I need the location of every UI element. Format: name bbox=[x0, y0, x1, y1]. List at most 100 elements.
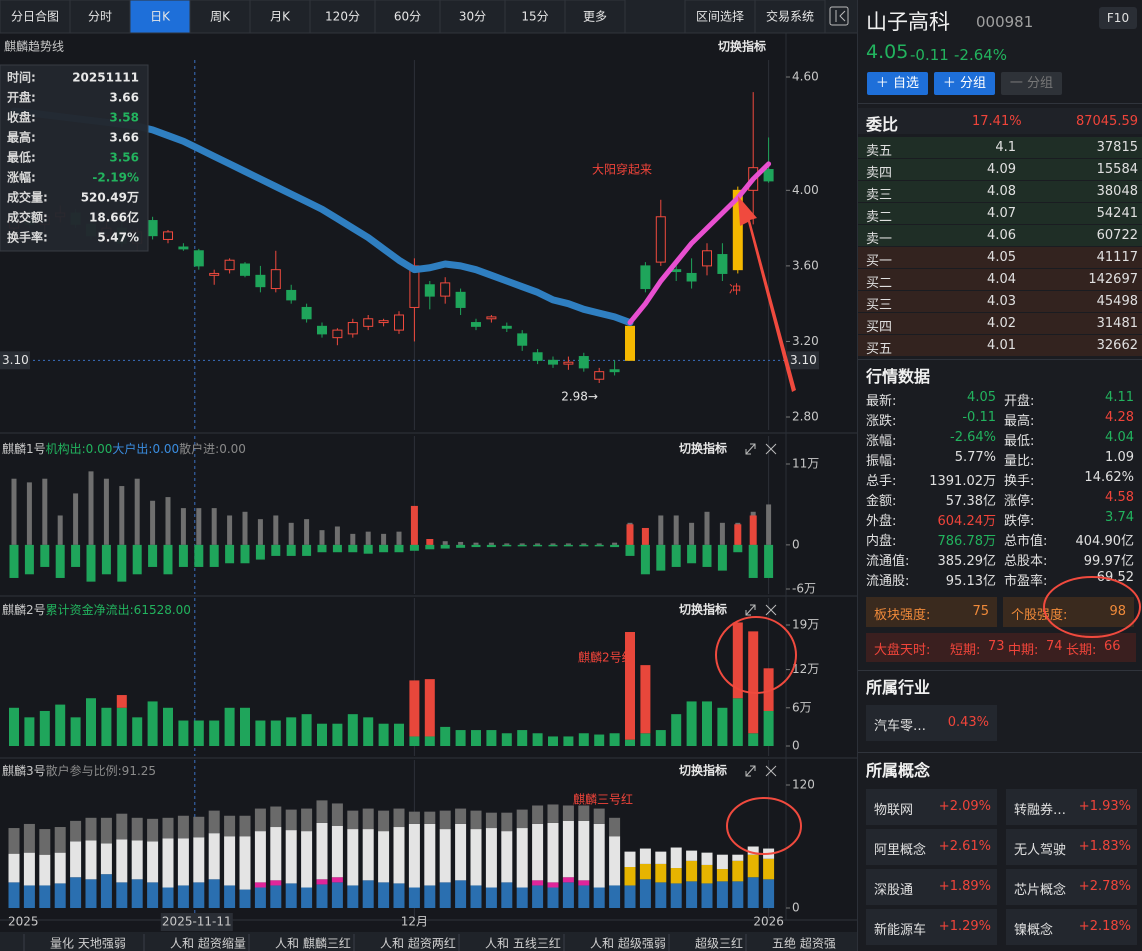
tab[interactable] bbox=[0, 0, 71, 34]
f10-button[interactable]: F10 bbox=[1099, 7, 1137, 29]
candle-body bbox=[625, 325, 635, 361]
switch-indicator[interactable]: 切换指标 bbox=[679, 763, 727, 778]
tab-label[interactable]: 月K bbox=[270, 10, 291, 24]
quote-value: 3.74 bbox=[1105, 510, 1134, 525]
candle-body bbox=[193, 250, 204, 267]
bottom-tab[interactable]: 人和 五线三红 bbox=[485, 936, 561, 951]
tab-label[interactable]: 120分 bbox=[325, 10, 360, 24]
bar bbox=[733, 544, 743, 553]
tab-label[interactable]: 60分 bbox=[394, 10, 421, 24]
bar bbox=[11, 478, 17, 545]
tab[interactable] bbox=[249, 0, 311, 34]
bar bbox=[331, 826, 343, 878]
bottom-tab[interactable]: 超级三红 bbox=[695, 936, 743, 951]
tab[interactable] bbox=[564, 0, 626, 34]
order-price: 4.02 bbox=[987, 316, 1016, 331]
bar bbox=[131, 879, 143, 908]
bar bbox=[163, 544, 173, 575]
switch-indicator[interactable]: 切换指标 bbox=[679, 441, 727, 456]
order-ratio-label: 委比 bbox=[866, 115, 899, 134]
concept-box[interactable]: 新能源车 +1.29% bbox=[866, 909, 997, 945]
bottom-tab[interactable]: 人和 超级强弱 bbox=[590, 936, 666, 951]
tab-label[interactable]: 区间选择 bbox=[696, 10, 744, 24]
expand-icon[interactable] bbox=[745, 604, 756, 616]
concept-name: 转融券… bbox=[1014, 803, 1067, 818]
concept-box[interactable]: 转融券… +1.93% bbox=[1006, 789, 1137, 825]
quote-value: 57.38亿 bbox=[945, 494, 996, 509]
bottom-tab[interactable]: 人和 麒麟三红 bbox=[275, 936, 351, 951]
bar bbox=[100, 843, 112, 875]
quote-value: 4.04 bbox=[1105, 430, 1134, 445]
candle-body bbox=[286, 289, 297, 301]
tab[interactable] bbox=[309, 0, 376, 34]
quote-label: 最高: bbox=[1004, 414, 1035, 429]
concept-box[interactable]: 深股通 +1.89% bbox=[866, 869, 997, 905]
tab[interactable] bbox=[684, 0, 756, 34]
candle-body bbox=[640, 265, 651, 290]
bar bbox=[363, 544, 373, 554]
bottom-tab[interactable]: 人和 超资缩量 bbox=[170, 936, 246, 951]
bottom-tab[interactable]: 五绝 超资强 bbox=[772, 936, 836, 951]
bar bbox=[334, 526, 340, 545]
tab-label[interactable]: 分时 bbox=[88, 10, 112, 24]
expand-icon[interactable] bbox=[745, 765, 756, 777]
concept-box[interactable]: 无人驾驶 +1.83% bbox=[1006, 829, 1137, 865]
tooltip-label: 时间: bbox=[7, 70, 36, 85]
expand-icon[interactable] bbox=[745, 443, 756, 455]
tab[interactable] bbox=[69, 0, 131, 34]
candle-body bbox=[471, 322, 481, 327]
tab-label[interactable]: 30分 bbox=[459, 10, 486, 24]
bar bbox=[393, 827, 405, 884]
bar bbox=[73, 493, 79, 545]
close-icon[interactable] bbox=[765, 443, 777, 455]
bar bbox=[85, 817, 97, 841]
candle-body bbox=[424, 284, 435, 297]
bar bbox=[42, 478, 48, 545]
tab-label[interactable]: 15分 bbox=[521, 10, 548, 24]
order-price: 4.07 bbox=[987, 206, 1016, 221]
order-row bbox=[858, 159, 1142, 180]
market-item-value: 73 bbox=[988, 639, 1005, 654]
tab-label[interactable]: 日K bbox=[150, 10, 171, 24]
x-tick-label: 2025-11-11 bbox=[162, 915, 232, 929]
action-button[interactable]: 一 分组 bbox=[1001, 72, 1062, 95]
close-icon[interactable] bbox=[765, 765, 777, 777]
collapse-button[interactable] bbox=[829, 6, 849, 26]
tab-label[interactable]: 交易系统 bbox=[766, 9, 814, 24]
bar bbox=[363, 717, 374, 746]
bar bbox=[624, 867, 636, 886]
switch-indicator[interactable]: 切换指标 bbox=[718, 39, 766, 54]
bar bbox=[70, 820, 82, 842]
quote-value: 95.13亿 bbox=[945, 574, 996, 589]
concept-box[interactable]: 物联网 +2.09% bbox=[866, 789, 997, 825]
tab-label[interactable]: 分日合图 bbox=[11, 9, 59, 24]
bar bbox=[687, 544, 697, 564]
industry-box[interactable]: 汽车零… 0.43% bbox=[866, 705, 997, 741]
concept-box[interactable]: 镍概念 +2.18% bbox=[1006, 909, 1137, 945]
close-icon[interactable] bbox=[765, 604, 777, 616]
tab[interactable] bbox=[504, 0, 566, 34]
date-badge bbox=[160, 913, 233, 931]
concept-box[interactable]: 阿里概念 +2.61% bbox=[866, 829, 997, 865]
order-name: 卖二 bbox=[866, 210, 893, 225]
quote-label: 最新: bbox=[866, 394, 897, 409]
x-tick-label: 2026 bbox=[753, 915, 784, 929]
action-button[interactable]: ＋ 分组 bbox=[934, 72, 995, 95]
tab-label[interactable]: 更多 bbox=[583, 10, 607, 24]
bottom-tab[interactable]: 人和 超资两红 bbox=[380, 936, 456, 951]
bar bbox=[147, 818, 159, 842]
bottom-tab[interactable]: 量化 天地强弱 bbox=[50, 937, 126, 951]
concept-box[interactable]: 芯片概念 +2.78% bbox=[1006, 869, 1137, 905]
bar bbox=[131, 817, 143, 841]
bar bbox=[547, 887, 559, 908]
action-button[interactable]: ＋ 自选 bbox=[867, 72, 928, 95]
bar bbox=[350, 533, 356, 545]
switch-indicator[interactable]: 切换指标 bbox=[679, 602, 727, 617]
bar bbox=[319, 530, 325, 545]
candle-body bbox=[378, 320, 389, 324]
candle-body bbox=[517, 333, 528, 346]
tab-label[interactable]: 周K bbox=[210, 10, 231, 24]
tab[interactable] bbox=[754, 0, 826, 34]
bar bbox=[100, 817, 112, 844]
stock-change: -0.11 bbox=[910, 46, 949, 64]
